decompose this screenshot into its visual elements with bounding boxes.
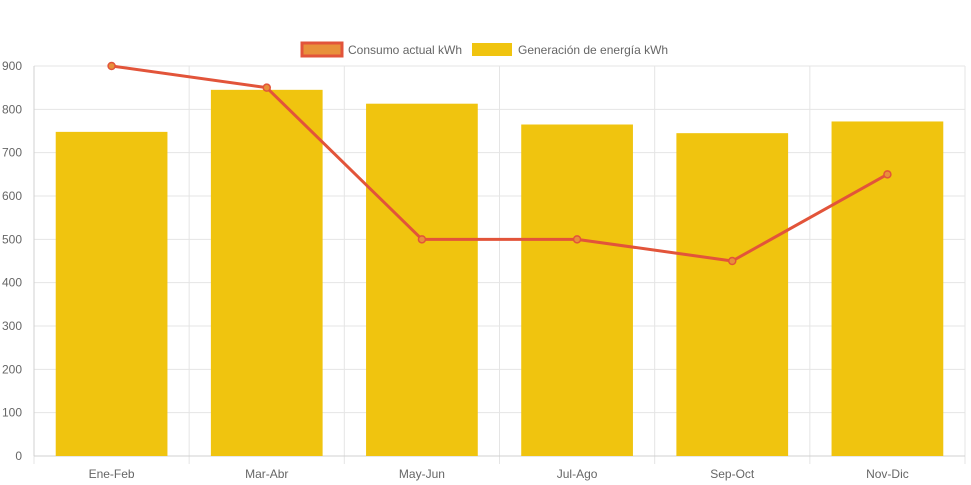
- legend-label-consumo[interactable]: Consumo actual kWh: [348, 43, 462, 57]
- x-tick-label: Jul-Ago: [557, 467, 598, 481]
- y-tick-label: 600: [2, 189, 22, 203]
- consumo-point-may-jun[interactable]: [417, 235, 427, 244]
- consumo-point-nov-dic[interactable]: [883, 170, 892, 179]
- line-series: [107, 61, 892, 266]
- consumo-point-jul-ago[interactable]: [572, 235, 582, 244]
- y-tick-label: 900: [2, 59, 22, 73]
- consumo-point-sep-oct[interactable]: [728, 256, 737, 266]
- bar-series: [55, 89, 944, 457]
- y-tick-label: 0: [15, 449, 22, 463]
- x-tick-label: May-Jun: [399, 467, 445, 481]
- chart-grid: [33, 65, 966, 464]
- legend-label-generacion[interactable]: Generación de energía kWh: [518, 43, 668, 57]
- y-tick-label: 800: [2, 102, 22, 116]
- y-tick-label: 700: [2, 146, 22, 160]
- x-tick-label: Ene-Feb: [89, 467, 135, 481]
- y-axis: 0 100 200 300 400 500 600 700 800 900: [2, 59, 22, 463]
- y-tick-label: 400: [2, 276, 22, 290]
- legend-swatch-generacion[interactable]: [472, 43, 512, 56]
- y-tick-label: 200: [2, 362, 22, 376]
- consumo-line: [111, 64, 889, 263]
- x-axis: Ene-Feb Mar-Abr May-Jun Jul-Ago Sep-Oct Nov-D…: [89, 467, 909, 481]
- consumo-point-ene-feb[interactable]: [107, 61, 116, 71]
- bar-may-jun[interactable]: [366, 103, 478, 456]
- x-tick-label: Mar-Abr: [245, 467, 288, 481]
- y-tick-label: 300: [2, 319, 22, 333]
- bar-sep-oct[interactable]: [676, 133, 789, 456]
- y-tick-label: 100: [2, 406, 22, 420]
- bar-ene-feb[interactable]: [55, 131, 168, 456]
- x-tick-label: Sep-Oct: [710, 467, 755, 481]
- y-tick-label: 500: [2, 232, 22, 246]
- x-tick-label: Nov-Dic: [866, 467, 909, 481]
- consumo-point-mar-abr[interactable]: [262, 83, 271, 92]
- bar-jul-ago[interactable]: [521, 124, 633, 457]
- bar-mar-abr[interactable]: [210, 89, 323, 456]
- legend: Consumo actual kWh Generación de energía…: [300, 41, 668, 58]
- legend-swatch-consumo[interactable]: [300, 41, 344, 58]
